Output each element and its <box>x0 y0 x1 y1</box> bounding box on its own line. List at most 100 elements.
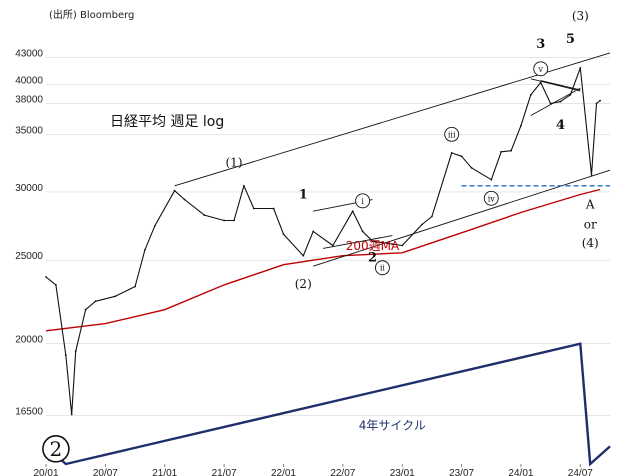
y-tick-label-6: 20000 <box>15 335 43 346</box>
x-tick-label-4: 22/01 <box>271 468 296 476</box>
price-point-20 <box>302 254 305 257</box>
price-point-31 <box>460 155 463 158</box>
annotation-13: iii <box>448 130 456 139</box>
price-point-37 <box>529 93 532 96</box>
annotation-12: ii <box>380 264 386 273</box>
annotation-circle-12 <box>374 260 390 276</box>
price-point-40 <box>559 100 562 103</box>
price-point-38 <box>539 81 542 84</box>
annotation-17: 4年サイクル <box>359 419 426 433</box>
annotation-16: 200週MA <box>346 239 400 253</box>
price-point-14 <box>223 219 226 222</box>
price-point-32 <box>470 166 473 169</box>
annotation-10: or <box>584 218 597 232</box>
annotation-circle-15 <box>533 61 549 77</box>
price-point-23 <box>351 210 354 213</box>
price-point-16 <box>243 184 245 187</box>
annotation-1: (2) <box>295 277 312 291</box>
price-point-19 <box>282 233 285 236</box>
annotation-0: (1) <box>226 156 243 170</box>
y-tick-label-3: 35000 <box>15 125 43 136</box>
price-point-7 <box>114 295 117 298</box>
annotation-circle-14 <box>483 190 499 206</box>
price-point-42 <box>579 67 582 69</box>
ma-200w-line <box>45 188 601 332</box>
trendline-6 <box>540 80 581 91</box>
price-point-13 <box>203 214 206 217</box>
price-point-8 <box>134 285 137 288</box>
price-point-12 <box>183 198 186 201</box>
annotation-circle-13 <box>444 126 460 142</box>
source-label: (出所) Bloomberg <box>49 8 134 21</box>
price-point-0 <box>45 276 47 278</box>
price-point-22 <box>332 244 334 247</box>
annotation-11: i <box>361 197 364 206</box>
x-tick-label-6: 23/01 <box>390 468 415 476</box>
price-point-18 <box>272 207 275 210</box>
y-tick-label-1: 40000 <box>15 75 43 86</box>
price-point-43 <box>590 174 593 176</box>
y-tick-label-7: 16500 <box>15 407 43 418</box>
y-axis-tick-labels: 43000 40000 38000 35000 30000 25000 20000 16500 <box>15 48 43 417</box>
price-point-6 <box>94 300 97 303</box>
nikkei-price-line <box>45 67 601 416</box>
price-point-21 <box>312 230 315 233</box>
annotation-7: 4 <box>556 118 565 133</box>
price-point-36 <box>520 124 522 127</box>
annotation-2: (3) <box>572 9 589 23</box>
price-point-45 <box>599 99 601 102</box>
annotation-3: (4) <box>582 236 599 250</box>
y-tick-label-4: 30000 <box>15 183 43 194</box>
price-point-25 <box>371 240 374 243</box>
annotation-4: 1 <box>299 187 308 202</box>
annotation-18: 2 <box>50 437 63 461</box>
y-tick-label-0: 43000 <box>15 48 43 59</box>
price-point-4 <box>74 350 77 353</box>
price-point-2 <box>64 354 67 356</box>
x-tick-label-3: 21/07 <box>212 468 237 476</box>
price-point-11 <box>173 189 176 192</box>
price-point-15 <box>233 219 235 222</box>
annotation-circle-11 <box>355 193 371 209</box>
price-point-35 <box>510 149 512 152</box>
x-tick-label-1: 20/07 <box>93 468 118 476</box>
cycle-4y-line <box>45 342 611 467</box>
annotation-5: 2 <box>368 251 377 266</box>
price-point-10 <box>153 225 156 227</box>
trendline-4 <box>530 78 581 92</box>
x-tick-label-2: 21/01 <box>152 468 177 476</box>
price-point-1 <box>55 284 57 286</box>
price-point-3 <box>70 413 73 416</box>
y-tick-label-5: 25000 <box>15 251 43 262</box>
price-point-34 <box>500 150 503 153</box>
price-point-28 <box>421 223 423 226</box>
x-tick-label-7: 23/07 <box>449 468 474 476</box>
annotation-circle-18 <box>42 435 70 463</box>
price-point-30 <box>450 152 453 154</box>
gridlines <box>45 56 610 467</box>
price-point-5 <box>84 308 87 311</box>
price-point-29 <box>431 215 433 218</box>
x-tick-label-9: 24/07 <box>568 468 593 476</box>
trendline-3 <box>322 235 393 249</box>
annotation-15: v <box>537 65 543 74</box>
price-point-33 <box>490 178 493 181</box>
price-point-17 <box>252 207 255 210</box>
annotation-6: 3 <box>536 37 545 52</box>
chart-title: 日経平均 週足 log <box>110 114 224 130</box>
x-tick-label-8: 24/01 <box>508 468 533 476</box>
price-point-27 <box>401 244 404 247</box>
annotation-8: 5 <box>566 32 575 47</box>
trendline-5 <box>530 87 581 116</box>
price-point-44 <box>595 102 598 105</box>
x-tick-label-5: 22/07 <box>330 468 355 476</box>
price-point-24 <box>361 230 364 233</box>
price-point-9 <box>144 249 146 251</box>
annotations-layer: (1)(2)(3)(4)12345Aoriiiiiiivv200週MA4年サイク… <box>42 9 599 463</box>
price-point-26 <box>391 243 394 246</box>
y-tick-label-2: 38000 <box>15 95 43 106</box>
annotation-14: iv <box>488 194 496 203</box>
annotation-9: A <box>585 198 595 212</box>
x-axis-tick-labels: 20/01 20/07 21/01 21/07 22/01 22/07 23/01 23/07… <box>33 468 593 476</box>
